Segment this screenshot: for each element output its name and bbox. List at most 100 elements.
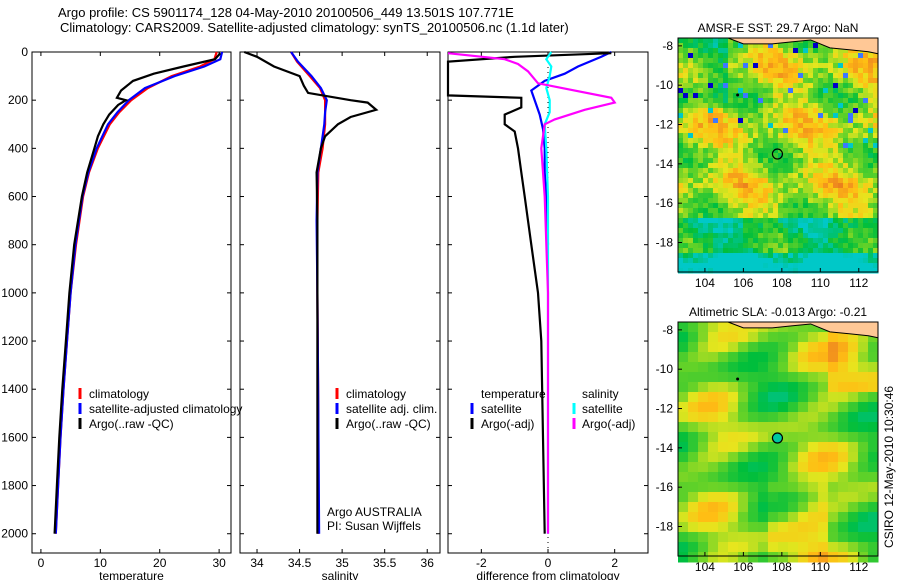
heatmap-cell [873,93,879,99]
heatmap-cell [728,422,739,433]
heatmap-cell [838,422,849,433]
heatmap-cell [678,118,684,124]
heatmap-cell [748,452,759,463]
heatmap-cell [748,532,759,543]
heatmap-cell [803,203,809,209]
heatmap-cell [728,402,739,413]
heatmap-cell [683,173,689,179]
heatmap-cell [868,552,879,563]
heatmap-cell [833,208,839,214]
heatmap-cell [708,472,719,483]
heatmap-cell [703,238,709,244]
heatmap-cell [733,148,739,154]
heatmap-cell [733,248,739,254]
heatmap-cell [868,173,874,179]
heatmap-cell [808,178,814,184]
heatmap-cell [758,188,764,194]
heatmap-cell [833,103,839,109]
heatmap-cell [828,512,839,523]
heatmap-cell [778,542,789,553]
heatmap-cell [718,208,724,214]
heatmap-cell [853,113,859,119]
heatmap-cell [798,532,809,543]
heatmap-cell [688,372,699,383]
heatmap-cell [863,258,869,264]
heatmap-cell [868,258,874,264]
heatmap-cell [873,113,879,119]
heatmap-cell [858,88,864,94]
heatmap-cell [703,248,709,254]
heatmap-cell [863,113,869,119]
heatmap-cell [843,63,849,69]
heatmap-cell [828,108,834,114]
heatmap-cell [708,133,714,139]
heatmap-cell [848,83,854,89]
heatmap-cell [803,268,809,274]
heatmap-cell [803,113,809,119]
heatmap-cell [808,552,819,563]
heatmap-cell [828,372,839,383]
heatmap-cell [753,148,759,154]
heatmap-cell [838,412,849,423]
heatmap-cell [873,263,879,269]
heatmap-cell [858,98,864,104]
heatmap-cell [718,48,724,54]
heatmap-cell [823,193,829,199]
heatmap-cell [873,153,879,159]
heatmap-cell [728,233,734,239]
heatmap-cell [748,163,754,169]
heatmap-cell [708,248,714,254]
heatmap-cell [713,98,719,104]
heatmap-cell [788,258,794,264]
heatmap-cell [813,223,819,229]
heatmap-cell [758,248,764,254]
heatmap-cell [798,138,804,144]
heatmap-cell [723,128,729,134]
heatmap-cell [788,332,799,343]
heatmap-cell [743,163,749,169]
heatmap-cell [798,412,809,423]
heatmap-cell [868,93,874,99]
heatmap-cell [798,113,804,119]
heatmap-cell [688,422,699,433]
heatmap-cell [748,188,754,194]
heatmap-cell [708,193,714,199]
heatmap-cell [873,238,879,244]
heatmap-cell [863,108,869,114]
heatmap-cell [698,143,704,149]
series-line-climatology [290,51,327,534]
heatmap-cell [823,238,829,244]
y-tick-label: -14 [656,157,674,171]
heatmap-cell [788,238,794,244]
heatmap-cell [823,233,829,239]
heatmap-cell [828,382,839,393]
heatmap-cell [763,58,769,64]
heatmap-cell [843,123,849,129]
heatmap-cell [843,208,849,214]
heatmap-cell [858,382,869,393]
x-tick-label: 35 [335,556,349,570]
heatmap-cell [678,188,684,194]
heatmap-cell [868,103,874,109]
heatmap-cell [758,173,764,179]
heatmap-cell [808,362,819,373]
heatmap-cell [828,482,839,493]
heatmap-cell [838,168,844,174]
heatmap-cell [853,83,859,89]
heatmap-cell [708,243,714,249]
heatmap-cell [818,432,829,443]
heatmap-cell [873,213,879,219]
heatmap-cell [858,188,864,194]
series-line-satellite-adjusted-climatology [54,51,224,534]
heatmap-cell [683,178,689,184]
heatmap-cell [833,223,839,229]
heatmap-cell [778,412,789,423]
heatmap-cell [858,542,869,553]
heatmap-cell [848,412,859,423]
heatmap-cell [788,118,794,124]
heatmap-cell [688,233,694,239]
heatmap-cell [708,58,714,64]
heatmap-cell [708,372,719,383]
heatmap-cell [728,193,734,199]
heatmap-cell [713,83,719,89]
